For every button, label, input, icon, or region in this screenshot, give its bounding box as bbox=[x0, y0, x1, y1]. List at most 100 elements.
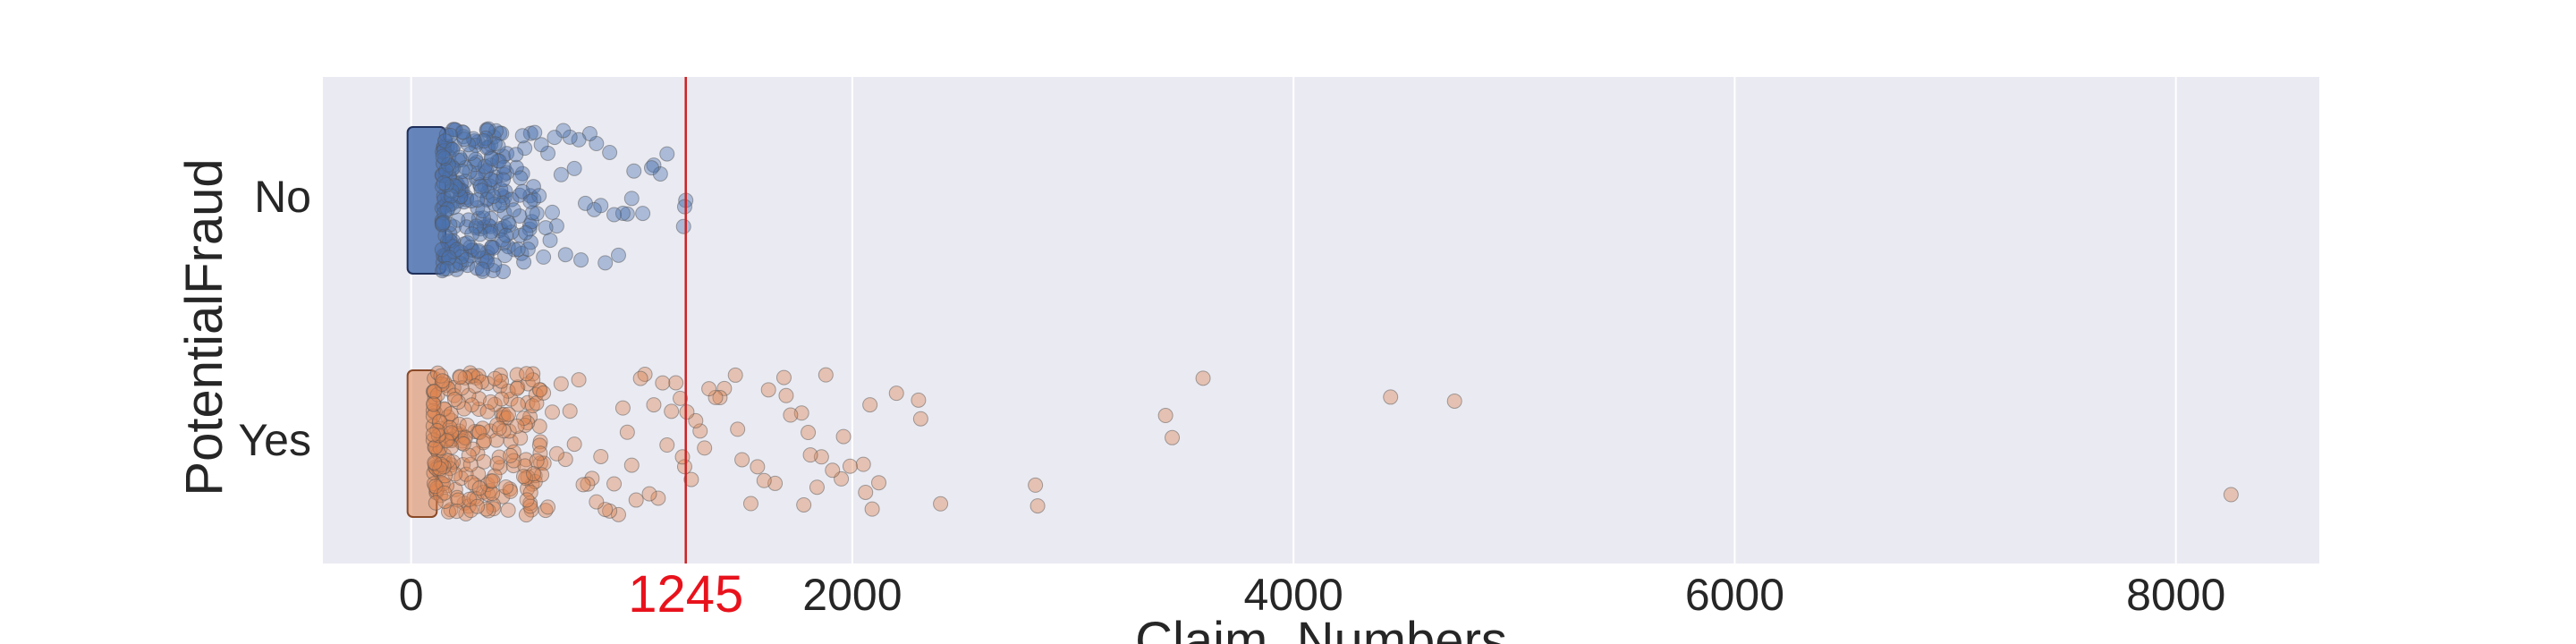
data-point-yes bbox=[426, 428, 440, 442]
data-point-yes bbox=[624, 458, 639, 472]
reference-line-label: 1245 bbox=[628, 565, 743, 623]
data-point-no bbox=[456, 125, 470, 140]
data-point bbox=[502, 407, 516, 421]
data-point-yes bbox=[1030, 499, 1045, 513]
data-point-no bbox=[545, 205, 559, 219]
data-point-yes bbox=[913, 411, 928, 426]
data-point-no bbox=[598, 256, 613, 270]
data-point-no bbox=[444, 128, 458, 142]
data-point-yes bbox=[470, 499, 485, 513]
data-point bbox=[517, 255, 531, 269]
data-point-yes bbox=[836, 429, 851, 444]
y-axis-label: PotentialFraud bbox=[175, 158, 233, 496]
data-point-yes bbox=[468, 379, 482, 394]
data-point bbox=[520, 367, 534, 381]
x-tick-label: 2000 bbox=[802, 570, 902, 620]
data-point-yes bbox=[750, 460, 765, 474]
data-point-yes bbox=[633, 371, 648, 386]
data-point-no bbox=[436, 216, 450, 231]
data-point-yes bbox=[477, 454, 491, 469]
x-axis-label: Claim_Numbers bbox=[1135, 612, 1507, 644]
data-point-yes bbox=[743, 496, 758, 511]
data-point-yes bbox=[675, 450, 690, 464]
data-point-no bbox=[501, 216, 515, 230]
data-point bbox=[475, 262, 489, 276]
data-point-yes bbox=[702, 382, 716, 396]
data-point-yes bbox=[490, 456, 504, 470]
data-point-yes bbox=[510, 419, 524, 433]
data-point-yes bbox=[1029, 478, 1043, 492]
data-point-no bbox=[509, 148, 523, 162]
data-point-yes bbox=[843, 459, 857, 473]
data-point-no bbox=[644, 161, 658, 175]
data-point-yes bbox=[872, 476, 886, 490]
data-point-yes bbox=[1447, 394, 1462, 408]
data-point-yes bbox=[629, 493, 643, 507]
data-point-no bbox=[607, 208, 622, 222]
data-point-yes bbox=[576, 478, 590, 492]
data-point-yes bbox=[801, 426, 816, 440]
data-point-yes bbox=[530, 453, 544, 468]
data-point-yes bbox=[863, 398, 877, 412]
data-point-no bbox=[567, 161, 581, 175]
data-point-yes bbox=[504, 448, 518, 462]
data-point-yes bbox=[436, 374, 450, 388]
data-point-yes bbox=[554, 377, 568, 391]
data-point-yes bbox=[567, 437, 581, 452]
data-point-yes bbox=[1165, 430, 1180, 445]
data-point-yes bbox=[1158, 409, 1173, 423]
data-point-yes bbox=[487, 371, 502, 386]
data-point-yes bbox=[563, 404, 577, 419]
data-point-no bbox=[519, 225, 533, 240]
data-point-no bbox=[499, 228, 513, 242]
data-point-no bbox=[513, 171, 528, 185]
data-point-no bbox=[440, 261, 454, 275]
data-point-no bbox=[511, 242, 525, 257]
plot-background bbox=[323, 77, 2319, 564]
data-point-yes bbox=[889, 386, 903, 401]
data-point-yes bbox=[669, 376, 683, 390]
data-point-yes bbox=[594, 449, 608, 463]
data-point-no bbox=[537, 250, 551, 264]
data-point-yes bbox=[520, 493, 534, 507]
data-point-no bbox=[611, 248, 625, 262]
data-point-yes bbox=[1384, 390, 1398, 404]
data-point bbox=[496, 173, 511, 187]
data-point bbox=[426, 397, 440, 411]
data-point-yes bbox=[541, 500, 555, 514]
data-point-no bbox=[574, 253, 589, 267]
data-point-yes bbox=[660, 438, 674, 453]
data-point-yes bbox=[728, 368, 742, 382]
data-point-yes bbox=[856, 457, 870, 471]
data-point-yes bbox=[1196, 371, 1210, 386]
data-point-yes bbox=[449, 504, 463, 519]
data-point-yes bbox=[615, 401, 630, 415]
data-point-yes bbox=[859, 485, 873, 499]
data-point-no bbox=[538, 221, 553, 235]
x-tick-label: 6000 bbox=[1685, 570, 1784, 620]
data-point-no bbox=[497, 249, 512, 263]
data-point-yes bbox=[460, 418, 474, 432]
data-point-yes bbox=[826, 463, 840, 478]
data-point-yes bbox=[797, 497, 811, 512]
data-point-yes bbox=[499, 479, 513, 494]
y-tick-label-no: No bbox=[254, 172, 311, 222]
data-point-yes bbox=[2224, 487, 2238, 502]
data-point-yes bbox=[486, 474, 500, 488]
data-point-no bbox=[523, 194, 538, 208]
data-point-yes bbox=[731, 422, 745, 436]
data-point-no bbox=[627, 164, 641, 178]
data-point-yes bbox=[761, 383, 775, 397]
data-point-yes bbox=[642, 487, 657, 501]
x-tick-label: 0 bbox=[399, 570, 424, 620]
data-point-yes bbox=[735, 453, 750, 467]
data-point-yes bbox=[934, 496, 948, 511]
data-point-yes bbox=[501, 503, 515, 517]
y-tick-label-yes: Yes bbox=[238, 415, 311, 465]
data-point-yes bbox=[818, 368, 833, 382]
data-point-yes bbox=[620, 425, 634, 439]
data-point-no bbox=[485, 152, 499, 166]
data-point-yes bbox=[549, 446, 564, 461]
data-point-no bbox=[436, 149, 450, 164]
data-point-yes bbox=[757, 473, 771, 487]
